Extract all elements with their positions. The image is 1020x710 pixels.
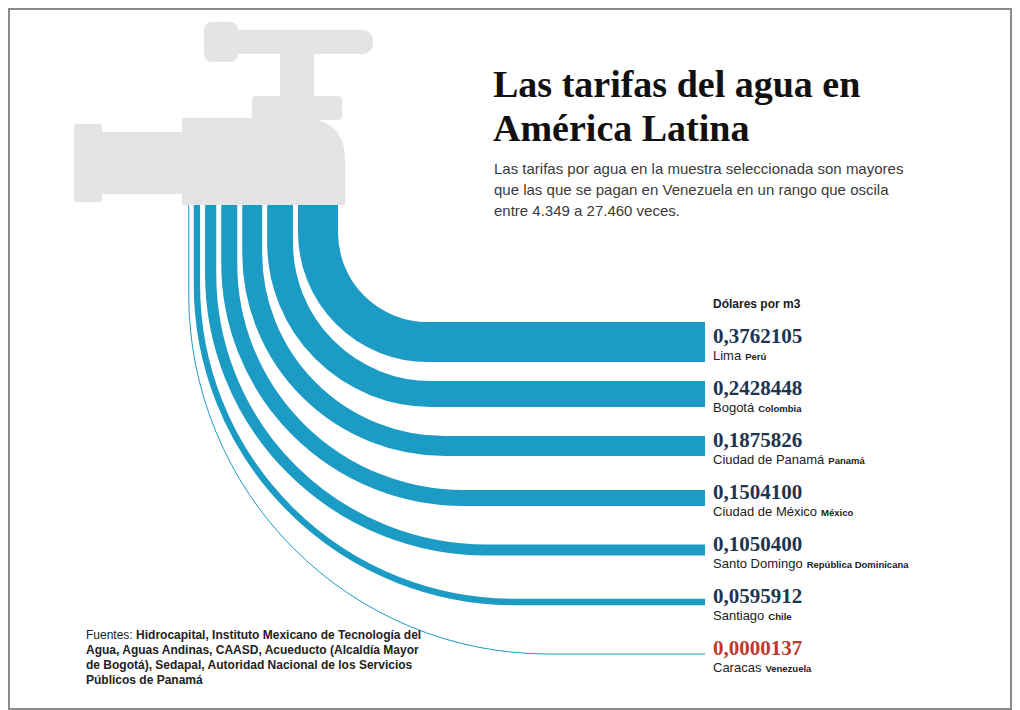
bar — [252, 190, 705, 446]
unit-label: Dólares por m3 — [713, 297, 801, 311]
category-label: Ciudad de PanamáPanamá — [713, 452, 865, 467]
faucet — [74, 22, 373, 205]
source: Fuentes: Hidrocapital, Instituto Mexican… — [86, 628, 426, 688]
data-label: 0,3762105 — [713, 324, 802, 348]
bar — [211, 190, 705, 550]
chart: Dólares por m3 0,3762105LimaPerú 0,2428448… — [0, 0, 1020, 710]
faucet-stem — [280, 50, 314, 100]
bar — [280, 190, 705, 394]
country: México — [821, 507, 853, 518]
faucet-pipe — [100, 132, 195, 194]
title: Las tarifas del agua en América Latina — [493, 62, 913, 150]
country: Perú — [745, 351, 766, 362]
city: Caracas — [713, 660, 762, 675]
bands — [189, 190, 705, 654]
data-label: 0,1875826 — [713, 428, 802, 452]
category-label: BogotáColombia — [713, 400, 802, 415]
data-label: 0,0000137 — [713, 636, 802, 660]
city: Ciudad de México — [713, 504, 817, 519]
category-label: Santiago Chile — [713, 608, 792, 623]
city: Santiago — [713, 608, 764, 623]
bar — [197, 190, 705, 602]
source-label: Fuentes: — [86, 628, 133, 642]
faucet-flange — [74, 124, 102, 202]
category-label: LimaPerú — [713, 348, 767, 363]
country: Panamá — [828, 455, 865, 466]
category-label: CaracasVenezuela — [713, 660, 812, 675]
data-label: 0,1504100 — [713, 480, 802, 504]
data-label: 0,0595912 — [713, 584, 802, 608]
city: Lima — [713, 348, 742, 363]
subtitle: Las tarifas por agua en la muestra selec… — [494, 158, 924, 221]
faucet-body — [182, 118, 345, 205]
country: Venezuela — [765, 663, 812, 674]
bar — [189, 190, 705, 654]
frame — [9, 9, 1011, 709]
source-text: Hidrocapital, Instituto Mexicano de Tecn… — [86, 628, 421, 687]
city: Ciudad de Panamá — [713, 452, 825, 467]
data-label: 0,2428448 — [713, 376, 802, 400]
data-label: 0,1050400 — [713, 532, 802, 556]
city: Bogotá — [713, 400, 755, 415]
faucet-knob — [204, 22, 238, 62]
labels: 0,3762105LimaPerú 0,2428448BogotáColombia… — [713, 324, 909, 675]
city: Santo Domingo — [713, 556, 803, 571]
category-label: Ciudad de México México — [713, 504, 853, 519]
category-label: Santo Domingo República Dominicana — [713, 556, 909, 571]
country: República Dominicana — [807, 559, 910, 570]
country: Chile — [768, 611, 791, 622]
country: Colombia — [758, 403, 802, 414]
bar — [229, 190, 705, 498]
